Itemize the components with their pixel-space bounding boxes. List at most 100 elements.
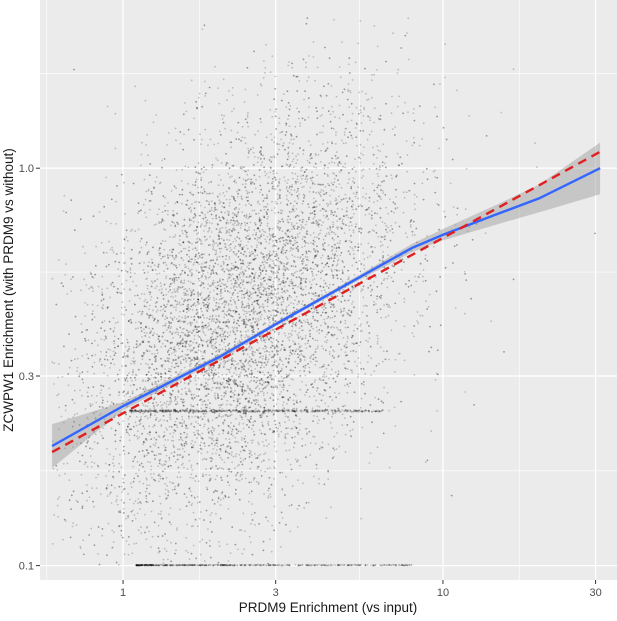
data-point xyxy=(245,217,247,219)
data-point xyxy=(184,382,186,384)
data-point xyxy=(204,415,206,417)
data-point xyxy=(200,240,202,242)
data-point xyxy=(199,435,201,437)
data-point xyxy=(263,294,265,296)
data-point xyxy=(247,116,249,118)
data-point xyxy=(139,508,141,510)
data-point xyxy=(200,284,202,286)
data-point xyxy=(278,433,280,435)
data-point xyxy=(308,260,310,262)
data-point xyxy=(338,299,340,301)
data-point xyxy=(108,523,110,525)
data-point xyxy=(194,335,196,337)
data-point xyxy=(52,278,54,280)
data-point xyxy=(240,381,242,383)
data-point xyxy=(198,295,200,297)
data-point xyxy=(241,439,243,441)
data-point xyxy=(218,184,220,186)
data-point xyxy=(240,431,242,433)
data-point xyxy=(179,326,181,328)
data-point xyxy=(223,342,225,344)
data-point xyxy=(414,234,416,236)
data-point xyxy=(193,264,195,266)
data-point xyxy=(268,243,270,245)
data-point xyxy=(241,279,243,281)
data-point xyxy=(271,201,273,203)
data-point xyxy=(173,264,175,266)
data-point xyxy=(316,236,318,238)
data-point xyxy=(236,191,238,193)
data-point xyxy=(194,416,196,418)
data-point xyxy=(205,468,207,470)
data-point xyxy=(227,219,229,221)
data-point xyxy=(251,322,253,324)
data-point xyxy=(227,445,229,447)
data-point xyxy=(160,478,162,480)
data-point xyxy=(212,345,214,347)
data-point xyxy=(367,139,369,141)
data-point xyxy=(165,323,167,325)
data-point xyxy=(144,293,146,295)
data-point xyxy=(314,364,316,366)
data-point xyxy=(334,178,336,180)
data-point xyxy=(349,430,351,432)
data-point xyxy=(233,225,235,227)
data-point xyxy=(291,67,293,69)
data-point xyxy=(339,117,341,119)
data-point xyxy=(434,176,436,178)
data-point xyxy=(359,260,361,262)
data-point xyxy=(335,233,337,235)
data-point xyxy=(237,279,239,281)
data-point xyxy=(175,295,177,297)
data-point xyxy=(330,422,332,424)
data-point xyxy=(336,448,338,450)
data-point xyxy=(286,198,288,200)
data-point xyxy=(208,329,210,331)
data-point xyxy=(377,46,379,48)
data-point xyxy=(99,211,101,213)
data-point xyxy=(271,551,273,553)
data-point xyxy=(141,247,143,249)
data-point xyxy=(216,437,218,439)
data-point xyxy=(181,393,183,395)
data-point xyxy=(216,475,218,477)
data-point xyxy=(377,173,379,175)
data-point xyxy=(283,263,285,265)
data-point xyxy=(132,390,134,392)
data-point xyxy=(348,83,350,85)
data-point xyxy=(289,105,291,107)
data-point xyxy=(315,264,317,266)
data-point xyxy=(172,489,174,491)
data-point xyxy=(129,396,131,398)
data-point xyxy=(153,332,155,334)
data-point xyxy=(160,503,162,505)
data-point xyxy=(410,226,412,228)
data-point xyxy=(267,392,269,394)
data-point xyxy=(380,317,382,319)
data-point xyxy=(53,362,55,364)
data-point xyxy=(314,216,316,218)
data-point xyxy=(212,248,214,250)
data-point xyxy=(213,320,215,322)
data-point xyxy=(376,145,378,147)
data-point xyxy=(199,93,201,95)
data-point xyxy=(273,281,275,283)
data-point xyxy=(213,300,215,302)
data-point xyxy=(317,67,319,69)
data-point xyxy=(271,342,273,344)
data-point xyxy=(244,297,246,299)
data-point xyxy=(229,292,231,294)
data-point xyxy=(173,348,175,350)
data-point xyxy=(58,496,60,498)
data-point xyxy=(202,355,204,357)
data-point xyxy=(177,476,179,478)
data-point xyxy=(310,242,312,244)
data-point xyxy=(160,346,162,348)
data-point xyxy=(380,245,382,247)
data-point xyxy=(137,438,139,440)
data-point xyxy=(263,258,265,260)
data-point xyxy=(388,304,390,306)
data-point xyxy=(444,77,446,79)
data-point xyxy=(147,154,149,156)
data-point xyxy=(288,188,290,190)
